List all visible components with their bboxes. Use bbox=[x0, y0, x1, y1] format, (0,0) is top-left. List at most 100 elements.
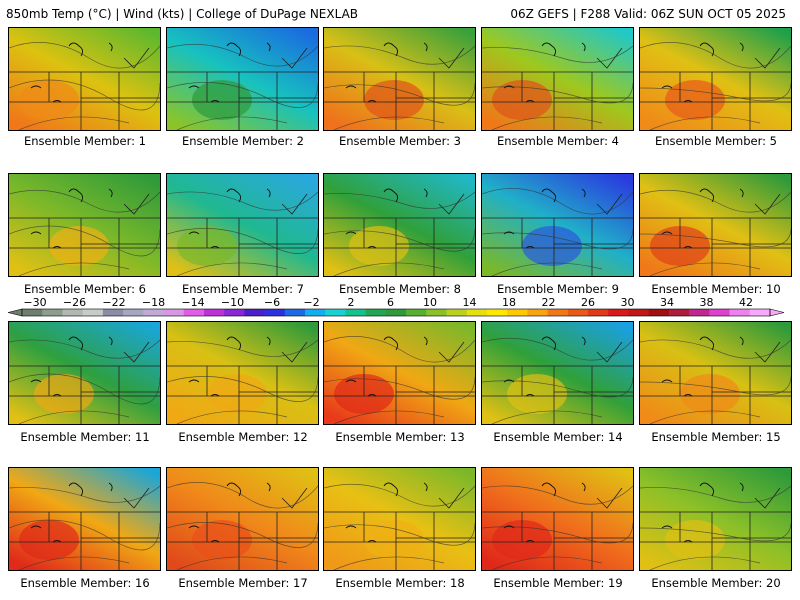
lake-outlines bbox=[345, 42, 428, 103]
colorbar-tick-label: 10 bbox=[423, 296, 437, 309]
map-graphic bbox=[640, 322, 791, 424]
warm-core bbox=[34, 374, 94, 414]
lake-outlines bbox=[661, 42, 744, 103]
lake-outlines bbox=[30, 482, 113, 543]
height-contours bbox=[482, 485, 633, 570]
colorbar-tick-label: 26 bbox=[581, 296, 595, 309]
member-map-19 bbox=[481, 467, 634, 571]
title-right: 06Z GEFS | F288 Valid: 06Z SUN OCT 05 20… bbox=[510, 7, 786, 21]
temperature-field bbox=[167, 28, 318, 130]
colorbar-segment bbox=[183, 309, 205, 316]
map-graphic bbox=[167, 468, 318, 570]
lake-outlines bbox=[188, 336, 271, 397]
height-contours bbox=[324, 45, 475, 130]
height-contours bbox=[167, 191, 318, 276]
lake-outlines bbox=[503, 482, 586, 543]
lake-outlines bbox=[188, 188, 271, 249]
height-contours bbox=[324, 336, 475, 424]
member-map-6 bbox=[8, 173, 161, 277]
colorbar-segment bbox=[729, 309, 751, 316]
member-map-9 bbox=[481, 173, 634, 277]
colorbar-segment bbox=[82, 309, 104, 316]
member-map-5 bbox=[639, 27, 792, 131]
member-label-15: Ensemble Member: 15 bbox=[651, 430, 781, 444]
warm-core bbox=[665, 520, 725, 560]
colorbar-tick-label: −18 bbox=[142, 296, 165, 309]
warm-core bbox=[507, 374, 567, 414]
height-contours bbox=[482, 45, 633, 130]
member-label-8: Ensemble Member: 8 bbox=[339, 282, 461, 296]
map-graphic bbox=[9, 174, 160, 276]
warm-core bbox=[192, 80, 252, 120]
colorbar-segment bbox=[608, 309, 629, 316]
member-map-8 bbox=[323, 173, 476, 277]
state-borders bbox=[324, 193, 475, 276]
member-label-18: Ensemble Member: 18 bbox=[335, 576, 465, 590]
member-label-17: Ensemble Member: 17 bbox=[178, 576, 308, 590]
state-borders bbox=[324, 487, 475, 570]
colorbar-tick-label: 6 bbox=[387, 296, 394, 309]
height-contours bbox=[324, 191, 475, 276]
colorbar-tick-label: 38 bbox=[700, 296, 714, 309]
temperature-field bbox=[167, 468, 318, 570]
map-graphic bbox=[482, 468, 633, 570]
map-graphic bbox=[9, 322, 160, 424]
colorbar-segment bbox=[102, 309, 124, 316]
member-label-14: Ensemble Member: 14 bbox=[493, 430, 623, 444]
colorbar-segment bbox=[567, 309, 589, 316]
height-contours bbox=[167, 43, 318, 130]
member-map-13 bbox=[323, 321, 476, 425]
lake-outlines bbox=[503, 336, 586, 397]
temperature-field bbox=[640, 28, 791, 130]
member-map-7 bbox=[166, 173, 319, 277]
height-contours bbox=[640, 189, 791, 276]
member-label-16: Ensemble Member: 16 bbox=[20, 576, 150, 590]
lake-outlines bbox=[30, 188, 113, 249]
colorbar-tick-label: −2 bbox=[303, 296, 319, 309]
lake-outlines bbox=[345, 482, 428, 543]
map-graphic bbox=[9, 28, 160, 130]
colorbar-tick-label: −6 bbox=[264, 296, 280, 309]
colorbar-segment bbox=[426, 309, 448, 316]
lake-outlines bbox=[503, 188, 586, 249]
temperature-colorbar: −30 −26 −22 −18 −14 −10 −6 −2 2 6 10 14 18 22 26 30 34 38… bbox=[0, 296, 800, 324]
lake-outlines bbox=[661, 482, 744, 543]
colorbar-graphic: −30 −26 −22 −18 −14 −10 −6 −2 2 6 10 14 18 22 26 30 34 38… bbox=[7, 296, 785, 317]
state-borders bbox=[640, 193, 791, 276]
colorbar-segment bbox=[507, 309, 528, 316]
height-contours bbox=[9, 339, 160, 424]
member-label-3: Ensemble Member: 3 bbox=[339, 134, 461, 148]
warm-core bbox=[364, 520, 424, 560]
state-borders bbox=[324, 47, 475, 130]
colorbar-segment bbox=[345, 309, 367, 316]
lake-outlines bbox=[188, 42, 271, 103]
map-graphic bbox=[167, 28, 318, 130]
colorbar-segment bbox=[709, 309, 731, 316]
colorbar-segment bbox=[264, 309, 286, 316]
warm-core bbox=[680, 374, 740, 414]
member-map-15 bbox=[639, 321, 792, 425]
height-contours bbox=[640, 485, 791, 570]
map-graphic bbox=[324, 468, 475, 570]
colorbar-segment bbox=[547, 309, 569, 316]
colorbar-segment bbox=[244, 309, 266, 316]
member-label-13: Ensemble Member: 13 bbox=[335, 430, 465, 444]
temperature-field bbox=[324, 174, 475, 276]
warm-core bbox=[207, 374, 267, 414]
colorbar-segment bbox=[22, 309, 43, 316]
temperature-field bbox=[482, 322, 633, 424]
map-graphic bbox=[482, 28, 633, 130]
state-borders bbox=[167, 193, 318, 276]
state-borders bbox=[167, 341, 318, 424]
colorbar-segment bbox=[224, 309, 245, 316]
colorbar-segment bbox=[588, 309, 609, 316]
map-graphic bbox=[482, 174, 633, 276]
height-contours bbox=[9, 189, 160, 276]
lake-outlines bbox=[30, 42, 113, 103]
member-label-9: Ensemble Member: 9 bbox=[497, 282, 619, 296]
height-contours bbox=[9, 485, 160, 570]
height-contours bbox=[482, 337, 633, 424]
colorbar-tick-label: 42 bbox=[739, 296, 753, 309]
height-contours bbox=[640, 339, 791, 424]
member-label-11: Ensemble Member: 11 bbox=[20, 430, 150, 444]
